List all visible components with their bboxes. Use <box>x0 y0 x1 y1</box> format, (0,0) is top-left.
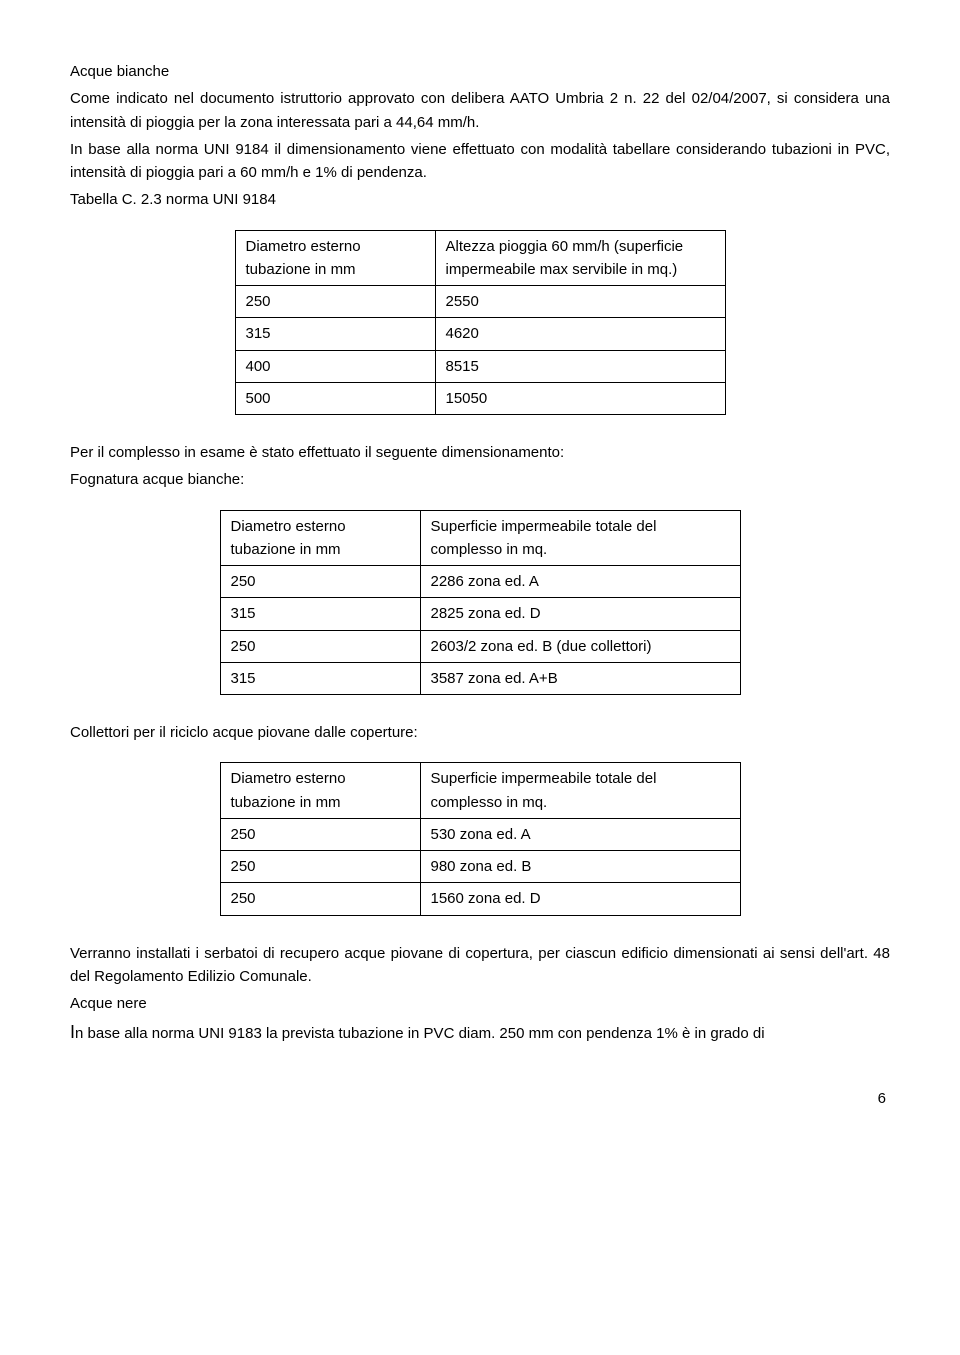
table-header-cell: Altezza pioggia 60 mm/h (superficie impe… <box>435 230 725 286</box>
paragraph: Per il complesso in esame è stato effett… <box>70 441 890 464</box>
table-cell: 8515 <box>435 350 725 382</box>
table-row: 315 3587 zona ed. A+B <box>220 662 740 694</box>
page-number: 6 <box>70 1087 890 1110</box>
table-row: 315 4620 <box>235 318 725 350</box>
table-cell: 250 <box>220 818 420 850</box>
section-title-acque-nere: Acque nere <box>70 992 890 1015</box>
table-cell: 530 zona ed. A <box>420 818 740 850</box>
table-header-cell: Diametro esterno tubazione in mm <box>220 763 420 819</box>
table-row: 500 15050 <box>235 382 725 414</box>
table-header-cell: Superficie impermeabile totale del compl… <box>420 510 740 566</box>
paragraph: Tabella C. 2.3 norma UNI 9184 <box>70 188 890 211</box>
paragraph: Come indicato nel documento istruttorio … <box>70 87 890 134</box>
table-cell: 980 zona ed. B <box>420 851 740 883</box>
table-header-cell: Diametro esterno tubazione in mm <box>220 510 420 566</box>
section-title-acque-bianche: Acque bianche <box>70 60 890 83</box>
table-cell: 250 <box>235 286 435 318</box>
table-cell: 315 <box>235 318 435 350</box>
table-row: 400 8515 <box>235 350 725 382</box>
table-cell: 315 <box>220 662 420 694</box>
table-cell: 15050 <box>435 382 725 414</box>
table-cell: 250 <box>220 566 420 598</box>
paragraph: Collettori per il riciclo acque piovane … <box>70 721 890 744</box>
table-cell: 4620 <box>435 318 725 350</box>
table-cell: 250 <box>220 851 420 883</box>
table-collettori: Diametro esterno tubazione in mm Superfi… <box>220 762 741 915</box>
paragraph: In base alla norma UNI 9184 il dimension… <box>70 138 890 185</box>
table-uni9184: Diametro esterno tubazione in mm Altezza… <box>235 230 726 416</box>
paragraph: Verranno installati i serbatoi di recupe… <box>70 942 890 989</box>
table-cell: 500 <box>235 382 435 414</box>
table-fognatura: Diametro esterno tubazione in mm Superfi… <box>220 510 741 696</box>
table-header-cell: Diametro esterno tubazione in mm <box>235 230 435 286</box>
table-cell: 2603/2 zona ed. B (due collettori) <box>420 630 740 662</box>
table-cell: 1560 zona ed. D <box>420 883 740 915</box>
table-cell: 2825 zona ed. D <box>420 598 740 630</box>
table-cell: 400 <box>235 350 435 382</box>
table-row: 250 1560 zona ed. D <box>220 883 740 915</box>
table-cell: 2286 zona ed. A <box>420 566 740 598</box>
table-header-cell: Superficie impermeabile totale del compl… <box>420 763 740 819</box>
table-cell: 250 <box>220 630 420 662</box>
table-row: 315 2825 zona ed. D <box>220 598 740 630</box>
paragraph-text: n base alla norma UNI 9183 la prevista t… <box>75 1025 765 1042</box>
table-cell: 315 <box>220 598 420 630</box>
table-cell: 250 <box>220 883 420 915</box>
table-cell: 2550 <box>435 286 725 318</box>
table-row: 250 2286 zona ed. A <box>220 566 740 598</box>
paragraph: Fognatura acque bianche: <box>70 468 890 491</box>
table-cell: 3587 zona ed. A+B <box>420 662 740 694</box>
table-row: 250 2603/2 zona ed. B (due collettori) <box>220 630 740 662</box>
table-row: 250 2550 <box>235 286 725 318</box>
table-row: 250 980 zona ed. B <box>220 851 740 883</box>
table-row: 250 530 zona ed. A <box>220 818 740 850</box>
paragraph: In base alla norma UNI 9183 la prevista … <box>70 1019 890 1047</box>
